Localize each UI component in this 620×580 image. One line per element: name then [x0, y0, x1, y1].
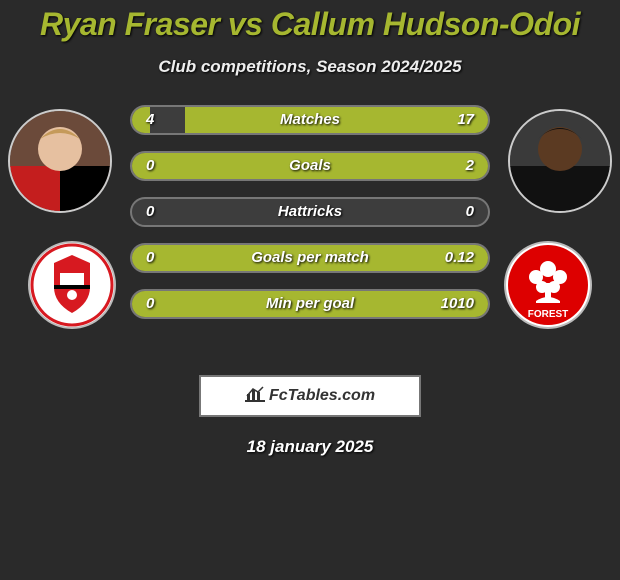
chart-icon — [245, 386, 265, 407]
stat-row: 02Goals — [130, 151, 490, 181]
stat-row: 417Matches — [130, 105, 490, 135]
svg-text:FOREST: FOREST — [528, 309, 569, 320]
branding-text: FcTables.com — [269, 387, 375, 405]
player-left-club-badge — [28, 241, 116, 329]
player-right-club-badge: FOREST — [504, 241, 592, 329]
page-title: Ryan Fraser vs Callum Hudson-Odoi — [0, 0, 620, 43]
stat-label: Goals — [132, 153, 488, 179]
stat-label: Hattricks — [132, 199, 488, 225]
stat-label: Matches — [132, 107, 488, 133]
player-left-avatar — [8, 109, 112, 213]
stat-bars: 417Matches 02Goals 00Hattricks 00.12Goals p… — [130, 105, 490, 335]
stat-row: 00Hattricks — [130, 197, 490, 227]
stat-label: Min per goal — [132, 291, 488, 317]
branding-box: FcTables.com — [199, 375, 421, 417]
stat-row: 01010Min per goal — [130, 289, 490, 319]
stats-area: FOREST 417Matches 02Goals 00Hattricks 00.12… — [0, 105, 620, 365]
date-text: 18 january 2025 — [0, 437, 620, 457]
stat-row: 00.12Goals per match — [130, 243, 490, 273]
subtitle: Club competitions, Season 2024/2025 — [0, 57, 620, 77]
player-right-avatar — [508, 109, 612, 213]
stat-label: Goals per match — [132, 245, 488, 271]
